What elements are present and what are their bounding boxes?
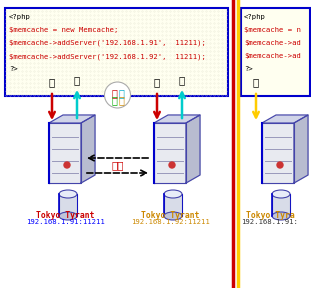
- Text: 写: 写: [49, 77, 55, 87]
- Bar: [59, 194, 77, 216]
- Ellipse shape: [272, 190, 290, 198]
- Text: $memcache = new Memcache;: $memcache = new Memcache;: [9, 27, 118, 33]
- Text: $memcache = n: $memcache = n: [244, 27, 301, 33]
- Text: $memcache->ad: $memcache->ad: [244, 40, 301, 46]
- Text: Tokyo Tyra: Tokyo Tyra: [246, 211, 295, 220]
- Text: 应: 应: [112, 88, 118, 98]
- Polygon shape: [49, 123, 81, 183]
- Text: ?>: ?>: [9, 66, 18, 72]
- Ellipse shape: [59, 212, 77, 220]
- Ellipse shape: [272, 212, 290, 220]
- Text: 用: 用: [118, 88, 124, 98]
- Polygon shape: [49, 115, 95, 123]
- Text: 程: 程: [112, 95, 118, 105]
- Text: 写: 写: [253, 77, 259, 87]
- Polygon shape: [154, 123, 186, 183]
- Polygon shape: [186, 115, 200, 183]
- Text: $memcache->addServer('192.168.1.91',  11211);: $memcache->addServer('192.168.1.91', 112…: [9, 40, 206, 46]
- Text: $memcache->ad: $memcache->ad: [244, 53, 301, 59]
- FancyBboxPatch shape: [241, 8, 310, 96]
- Circle shape: [169, 162, 175, 168]
- Polygon shape: [262, 123, 294, 183]
- FancyBboxPatch shape: [5, 8, 228, 96]
- Circle shape: [277, 162, 283, 168]
- Bar: [164, 194, 182, 216]
- Text: 192.168.1.91:11211: 192.168.1.91:11211: [26, 219, 104, 225]
- Polygon shape: [262, 115, 308, 123]
- Text: Tokyo Tyrant: Tokyo Tyrant: [36, 211, 94, 220]
- Text: <?php: <?php: [9, 14, 31, 20]
- Polygon shape: [294, 115, 308, 183]
- Ellipse shape: [164, 190, 182, 198]
- Text: 序: 序: [118, 95, 124, 105]
- Polygon shape: [154, 115, 200, 123]
- Ellipse shape: [164, 212, 182, 220]
- Text: 读: 读: [179, 75, 185, 85]
- Text: Tokyo Tyrant: Tokyo Tyrant: [141, 211, 199, 220]
- Ellipse shape: [59, 190, 77, 198]
- Text: 192.168.1.91:: 192.168.1.91:: [242, 219, 299, 225]
- Bar: [272, 194, 290, 216]
- Text: 192.168.1.92:11211: 192.168.1.92:11211: [131, 219, 209, 225]
- Text: ?>: ?>: [244, 66, 253, 72]
- Text: <?php: <?php: [244, 14, 266, 20]
- Text: 写: 写: [154, 77, 160, 87]
- Circle shape: [104, 82, 131, 108]
- Text: $memcache->addServer('192.168.1.92',  11211);: $memcache->addServer('192.168.1.92', 112…: [9, 53, 206, 60]
- Polygon shape: [81, 115, 95, 183]
- Circle shape: [64, 162, 70, 168]
- Text: 读: 读: [74, 75, 80, 85]
- Text: 同步: 同步: [111, 160, 124, 170]
